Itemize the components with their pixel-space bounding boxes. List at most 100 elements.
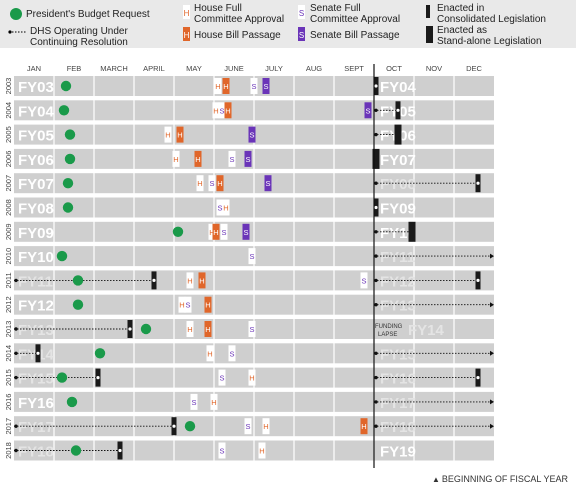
house-committee-marker-letter: H: [215, 82, 220, 91]
year-label: 2009: [4, 223, 13, 240]
senate-committee-marker: [218, 369, 226, 386]
year-label: 2006: [4, 151, 13, 168]
continuing-resolution-start: [374, 400, 378, 404]
fy-label-current: FY16: [18, 395, 54, 412]
senate-committee-marker: [220, 223, 228, 240]
house-passage-marker: [176, 126, 184, 143]
house-committee-marker-letter: H: [259, 447, 264, 456]
senate-committee-marker: [184, 296, 192, 313]
budget-request-marker: [64, 129, 76, 140]
house-committee-marker-letter: H: [197, 179, 202, 188]
house-committee-legend-icon: [183, 5, 190, 19]
month-label: JUNE: [224, 64, 244, 73]
fy-label-current: FY08: [18, 201, 54, 218]
senate-committee-marker-letter: S: [229, 155, 234, 164]
senate-committee-marker: [190, 393, 198, 410]
month-label: FEB: [67, 64, 82, 73]
month-label: JULY: [265, 64, 283, 73]
fy-label-next: FY10: [380, 225, 416, 242]
fy-label-current: FY15: [18, 371, 54, 388]
house-committee-marker: [222, 199, 230, 216]
fy-label-next: FY08: [380, 176, 416, 193]
senate-committee-marker-letter: S: [249, 252, 254, 261]
senate-passage-marker-letter: S: [245, 155, 250, 164]
budget-request-marker: [64, 153, 76, 165]
continuing-resolution-arrow: [490, 302, 494, 308]
senate-committee-marker: [360, 272, 368, 289]
fy-label-next: FY12: [380, 273, 416, 290]
continuing-resolution-start: [14, 278, 18, 283]
enacted-standalone-marker: [408, 221, 416, 242]
continuing-resolution-start: [374, 132, 378, 137]
legend: H H S S President's Budget Request DHS O…: [0, 0, 576, 48]
house-passage-marker-letter: H: [199, 276, 204, 285]
enacted-consolidated-dot: [476, 278, 480, 282]
year-label: 2007: [4, 175, 13, 192]
budget-request-marker: [72, 299, 84, 310]
house-committee-marker-letter: H: [211, 398, 216, 407]
house-committee-marker: [164, 126, 172, 143]
continuing-resolution-start: [14, 351, 18, 355]
year-label: 2010: [4, 248, 13, 265]
fy-label-next: FY14: [408, 322, 445, 339]
house-committee-marker: [178, 296, 186, 313]
senate-committee-marker: [218, 442, 226, 459]
continuing-resolution-start: [374, 424, 378, 428]
senate-committee-marker-letter: S: [219, 447, 224, 456]
year-row-marks-2006: 2006 FY06 FY07 H H S S: [4, 148, 416, 169]
fy-label-current: FY07: [18, 176, 54, 193]
house-committee-marker: [214, 78, 222, 94]
house-passage-marker: [204, 321, 212, 337]
continuing-resolution-start: [374, 375, 378, 380]
fy-label-next: FY16: [380, 371, 416, 388]
senate-committee-marker-letter: S: [219, 106, 224, 115]
fy-label-next: FY04: [380, 79, 417, 96]
house-passage-marker-letter: H: [361, 422, 366, 431]
house-committee-marker-letter: H: [209, 228, 214, 237]
fy-label-next: FY09: [380, 201, 416, 218]
continuing-resolution-start: [14, 448, 18, 453]
senate-passage-marker-letter: S: [249, 131, 254, 140]
month-label: MARCH: [100, 64, 128, 73]
continuing-resolution-start: [374, 278, 378, 283]
month-label: APRIL: [143, 64, 165, 73]
house-committee-marker-letter: H: [173, 155, 178, 164]
senate-committee-marker-letter: S: [245, 422, 250, 431]
house-committee-legend-label: House Full Committee Approval: [194, 3, 285, 25]
senate-passage-legend-icon: [298, 27, 305, 41]
budget-request-marker: [184, 421, 196, 432]
house-committee-marker: [206, 345, 214, 362]
continuing-resolution-start: [374, 254, 378, 258]
enacted-consolidated-dot: [128, 327, 132, 331]
senate-committee-marker: [248, 248, 256, 265]
enacted-consolidated-dot: [476, 376, 480, 380]
year-label: 2011: [4, 272, 13, 288]
legend-markers: H H S S: [8, 5, 433, 43]
house-committee-marker-letter: H: [213, 106, 218, 115]
fy-label-next: FY17: [380, 395, 416, 412]
year-row-marks-2016: 2016 FY16 FY17 S H: [4, 394, 494, 412]
fy-label-current: FY04: [18, 103, 55, 120]
appropriations-timeline-chart: JAN FEB MARCH APRIL MAY JUNE JULY AUG SEPT OCT NOV…: [4, 64, 494, 468]
year-row-marks-2014: 2014FY14FY15HS: [4, 344, 494, 363]
senate-committee-marker-letter: S: [229, 349, 234, 358]
triangle-up-icon: ▲: [432, 475, 440, 484]
senate-passage-marker: [242, 223, 250, 240]
year-label: 2004: [4, 102, 13, 119]
fy-label-next: FY13: [380, 298, 416, 315]
house-committee-marker-letter: H: [223, 204, 228, 213]
budget-request-legend-label: President's Budget Request: [26, 9, 150, 20]
fiscal-year-footnote: ▲ BEGINNING OF FISCAL YEAR: [432, 474, 568, 484]
month-label: MAY: [186, 64, 202, 73]
house-passage-marker-letter: H: [205, 325, 210, 334]
continuing-resolution-arrow: [490, 350, 494, 356]
senate-passage-legend-letter: S: [299, 31, 304, 40]
house-passage-marker: [204, 296, 212, 313]
budget-request-marker: [56, 372, 68, 383]
senate-passage-marker-letter: S: [265, 179, 270, 188]
year-row-marks-2015: 2015 FY15 FY16 S H: [4, 368, 481, 388]
house-passage-marker: [212, 223, 220, 240]
month-label: NOV: [426, 64, 442, 73]
enacted-consolidated-dot: [172, 424, 176, 428]
